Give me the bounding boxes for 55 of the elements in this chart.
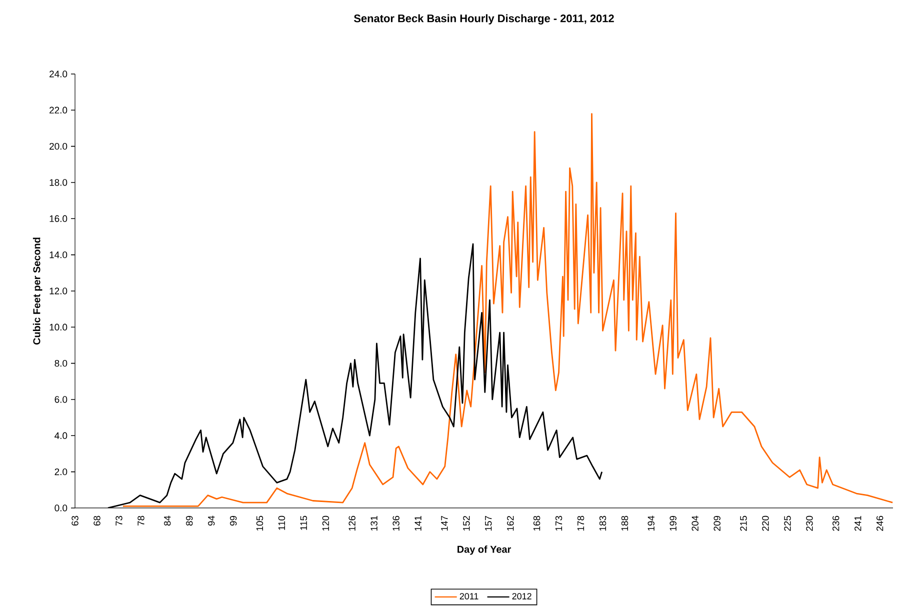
x-tick-label: 168 — [533, 516, 540, 531]
y-tick-label: 8.0 — [54, 360, 68, 367]
line-series — [122, 113, 894, 507]
x-tick-label: 194 — [648, 516, 654, 531]
x-tick-label: 99 — [230, 516, 237, 526]
y-tick-label: 20.0 — [50, 142, 68, 150]
x-tick-label: 230 — [806, 516, 813, 531]
y-axis-title: Cubic Feet per Second — [32, 238, 42, 345]
x-tick-label: 120 — [322, 516, 330, 531]
x-tick-label: 131 — [370, 516, 378, 531]
y-tick-label: 18.0 — [50, 179, 68, 186]
x-tick-label: 110 — [278, 516, 286, 530]
x-tick-label: 246 — [876, 516, 884, 531]
x-tick-label: 204 — [692, 516, 698, 531]
x-tick-label: 241 — [854, 516, 862, 531]
x-tick-label: 141 — [414, 516, 422, 531]
y-tick-label: 14.0 — [50, 251, 68, 258]
x-tick-label: 162 — [507, 516, 514, 531]
x-tick-label: 73 — [116, 516, 122, 526]
x-tick-label: 183 — [599, 516, 606, 531]
y-tick-label: 22.0 — [50, 106, 68, 114]
x-tick-label: 152 — [463, 516, 470, 531]
x-tick-label: 126 — [348, 516, 356, 531]
x-tick-label: 63 — [72, 516, 78, 526]
x-tick-label: 94 — [208, 516, 215, 526]
x-tick-label: 215 — [740, 516, 747, 531]
y-tick-label: 6.0 — [54, 396, 68, 403]
x-tick-label: 220 — [762, 516, 769, 531]
x-tick-label: 89 — [186, 516, 193, 526]
x-tick-label: 188 — [621, 516, 628, 531]
y-tick-label: 2.0 — [54, 468, 68, 476]
x-tick-label: 209 — [714, 516, 720, 531]
legend-label: 2012 — [512, 593, 532, 600]
x-tick-label: 84 — [164, 516, 171, 526]
x-tick-label: 236 — [832, 516, 840, 531]
y-tick-label: 12.0 — [50, 288, 68, 294]
y-tick-label: 16.0 — [50, 215, 68, 222]
x-tick-label: 225 — [784, 516, 791, 531]
y-tick-label: 10.0 — [50, 324, 68, 331]
legend-label: 2011 — [460, 593, 478, 600]
x-tick-label: 173 — [555, 516, 562, 531]
chart-title: Senator Beck Basin Hourly Discharge - 2011, 2012 — [354, 14, 614, 24]
y-tick-label: 0.0 — [54, 504, 68, 512]
x-tick-label: 105 — [256, 516, 264, 531]
x-tick-label: 178 — [577, 516, 584, 531]
y-tick-label: 24.0 — [50, 70, 68, 78]
x-tick-label: 115 — [300, 516, 307, 530]
x-tick-label: 199 — [670, 516, 676, 531]
y-tick-label: 4.0 — [54, 432, 68, 440]
x-tick-label: 136 — [392, 516, 400, 531]
x-tick-label: 157 — [485, 516, 492, 531]
x-axis-title: Day of Year — [458, 546, 511, 555]
x-tick-label: 147 — [441, 516, 448, 531]
x-tick-label: 68 — [94, 516, 100, 526]
x-tick-label: 78 — [138, 516, 144, 526]
